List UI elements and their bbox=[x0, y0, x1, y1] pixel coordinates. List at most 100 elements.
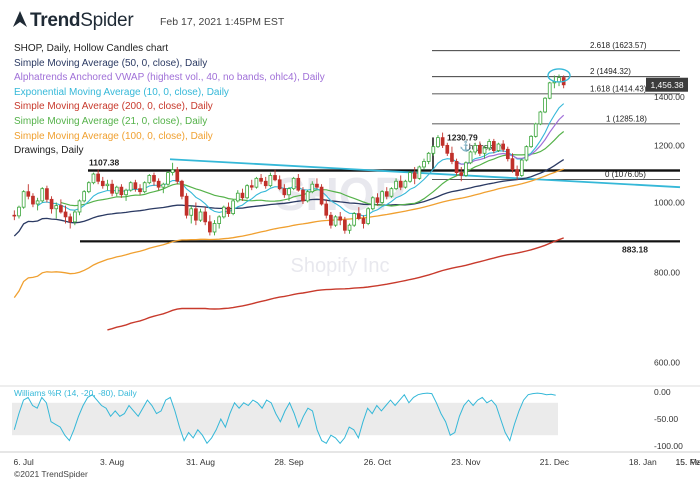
candle bbox=[356, 207, 361, 221]
candle bbox=[403, 179, 408, 189]
candle bbox=[473, 142, 478, 155]
candle-body bbox=[184, 195, 189, 216]
candle bbox=[538, 110, 543, 126]
candle bbox=[319, 184, 324, 206]
candle bbox=[482, 145, 487, 159]
candle bbox=[49, 196, 54, 214]
candle bbox=[268, 172, 273, 188]
williams-tick-label: -100.00 bbox=[654, 441, 683, 451]
legend-item: Drawings, Daily bbox=[14, 145, 84, 157]
candle bbox=[384, 187, 389, 200]
candle-body bbox=[212, 223, 217, 233]
candle bbox=[226, 202, 231, 217]
candle-body bbox=[119, 186, 124, 196]
last-price-value: 1,456.38 bbox=[650, 80, 683, 90]
legend-item: Alphatrends Anchored VWAP (highest vol.,… bbox=[14, 72, 325, 84]
candle-body bbox=[110, 183, 114, 194]
indicator-legend: SHOP, Daily, Hollow Candles chart Simple … bbox=[14, 42, 325, 159]
williams-line bbox=[13, 392, 556, 445]
candle-body bbox=[529, 135, 533, 148]
candle-body bbox=[12, 214, 17, 217]
candle-body bbox=[510, 158, 515, 171]
x-tick-label: 23. Nov bbox=[451, 457, 481, 467]
candle bbox=[301, 187, 305, 205]
candle bbox=[547, 81, 552, 100]
x-tick-label: 3. Aug bbox=[100, 457, 124, 467]
candle-body bbox=[450, 152, 454, 162]
candle-body bbox=[161, 183, 166, 188]
candle-body bbox=[73, 211, 77, 223]
trendline bbox=[169, 158, 681, 189]
candle bbox=[478, 141, 482, 156]
candle bbox=[459, 166, 464, 182]
x-tick-label: 31. Aug bbox=[186, 457, 215, 467]
candle bbox=[21, 190, 26, 209]
candle-body bbox=[203, 211, 208, 223]
candle bbox=[203, 207, 208, 226]
candle bbox=[231, 199, 235, 216]
candle-body bbox=[370, 197, 375, 210]
candle bbox=[515, 165, 519, 180]
candle-body bbox=[249, 185, 254, 188]
candle bbox=[147, 174, 152, 185]
candle-body bbox=[45, 188, 49, 200]
candle bbox=[198, 208, 203, 222]
candle bbox=[519, 158, 524, 177]
candle bbox=[221, 205, 226, 219]
candle-body bbox=[352, 213, 357, 226]
candle-body bbox=[384, 191, 389, 197]
y-tick-label: 800.00 bbox=[654, 267, 680, 277]
candle-body bbox=[208, 221, 212, 233]
candle-body bbox=[333, 216, 338, 226]
candle bbox=[12, 210, 17, 221]
candle-body bbox=[515, 169, 519, 176]
candle bbox=[282, 184, 287, 198]
candle bbox=[501, 140, 505, 152]
candle bbox=[124, 188, 128, 201]
candle-body bbox=[319, 186, 324, 205]
candle-body bbox=[454, 161, 459, 174]
x-tick-label: 15. Mar bbox=[676, 457, 700, 467]
candle-body bbox=[543, 97, 547, 113]
candle bbox=[138, 184, 142, 195]
candle bbox=[73, 210, 77, 226]
candle-body bbox=[31, 195, 35, 205]
candle-body bbox=[68, 216, 73, 223]
candle-body bbox=[501, 143, 505, 150]
brand-name-b: Spider bbox=[80, 10, 134, 31]
x-tick-label: 28. Sep bbox=[274, 457, 304, 467]
candle bbox=[175, 166, 180, 185]
candle-body bbox=[482, 147, 487, 154]
candle-body bbox=[114, 186, 119, 194]
candle bbox=[194, 202, 198, 226]
candle-body bbox=[557, 77, 561, 83]
candle bbox=[40, 187, 45, 203]
legend-item: Simple Moving Average (50, 0, close), Da… bbox=[14, 57, 208, 69]
candle bbox=[394, 178, 398, 191]
candle-body bbox=[398, 180, 403, 188]
candle bbox=[431, 145, 436, 156]
candle-body bbox=[105, 183, 110, 187]
candle bbox=[445, 142, 450, 156]
candle bbox=[324, 199, 329, 219]
candle bbox=[86, 181, 91, 194]
sma100-line bbox=[13, 168, 564, 298]
candle bbox=[287, 187, 291, 201]
candle bbox=[100, 176, 105, 189]
candle-body bbox=[361, 218, 366, 224]
candle bbox=[170, 162, 175, 176]
candle-body bbox=[86, 182, 91, 193]
candle-body bbox=[491, 141, 496, 152]
candle-body bbox=[412, 172, 417, 179]
x-tick-label: 15. Feb bbox=[676, 457, 700, 467]
candle-body bbox=[347, 224, 352, 231]
candle bbox=[217, 215, 222, 229]
y-tick-label: 1400.00 bbox=[654, 92, 685, 102]
candle bbox=[491, 138, 496, 154]
candle bbox=[436, 135, 440, 148]
candle bbox=[389, 187, 394, 198]
candle bbox=[543, 97, 547, 114]
candle bbox=[370, 196, 375, 211]
candle-body bbox=[436, 137, 440, 148]
